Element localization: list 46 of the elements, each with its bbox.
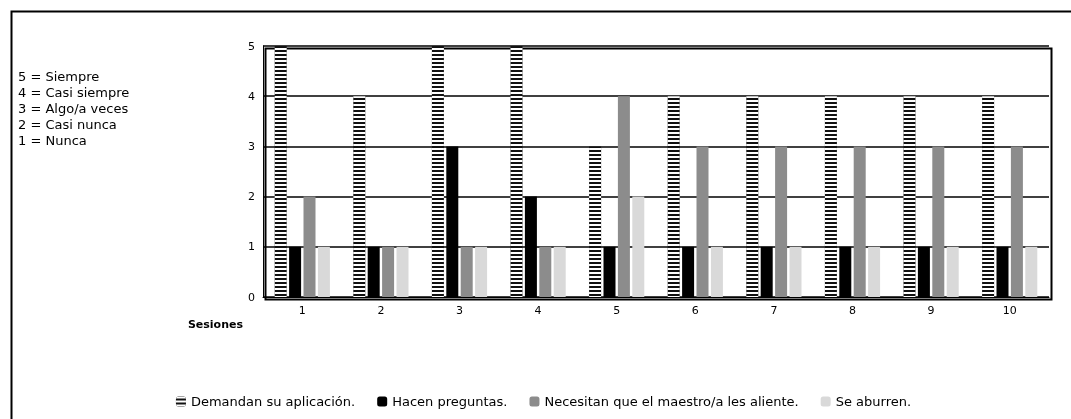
bar <box>853 146 866 297</box>
bar <box>775 146 788 297</box>
bar <box>632 196 645 297</box>
text: 2 = Casi nunca <box>18 117 117 132</box>
x-axis-title: Sesiones <box>187 318 244 331</box>
x-tick-label: 1 <box>298 304 306 317</box>
bar <box>553 246 566 297</box>
y-tick-label: 1 <box>248 240 255 254</box>
x-tick-label: 5 <box>613 304 621 317</box>
bar <box>946 246 959 297</box>
bar <box>396 246 409 297</box>
bar <box>932 146 945 297</box>
x-tick-label: 4 <box>534 304 542 317</box>
bar <box>317 246 330 297</box>
bar <box>539 246 552 297</box>
bar <box>303 196 316 297</box>
y-tick-label: 5 <box>248 39 255 53</box>
y-tick-label: 2 <box>248 190 255 204</box>
x-tick-label: 3 <box>456 304 463 317</box>
legend-label: Se aburren. <box>835 394 912 409</box>
y-tick-label: 0 <box>248 290 255 304</box>
bar <box>460 246 473 297</box>
bar <box>868 246 881 297</box>
bar <box>710 246 723 297</box>
text: 3 = Algo/a veces <box>18 101 129 116</box>
bar <box>382 246 395 297</box>
bar <box>475 246 488 297</box>
x-tick-label: 9 <box>927 304 935 317</box>
bar <box>1025 246 1038 297</box>
bar <box>696 146 709 297</box>
y-tick-label: 4 <box>248 89 255 103</box>
legend-label: Hacen preguntas. <box>392 394 508 409</box>
legend-label: Necesitan que el maestro/a les aliente. <box>544 394 799 409</box>
text: 5 = Siempre <box>18 69 100 84</box>
text: 4 = Casi siempre <box>18 85 130 100</box>
x-tick-label: 6 <box>691 304 699 317</box>
bar <box>1010 146 1023 297</box>
bar <box>617 96 630 297</box>
legend-label: Demandan su aplicación. <box>190 394 356 409</box>
x-tick-label: 10 <box>1002 304 1017 317</box>
bar <box>789 246 802 297</box>
y-tick-label: 3 <box>248 139 255 153</box>
text: 1 = Nunca <box>18 133 87 148</box>
x-tick-label: 8 <box>849 304 856 317</box>
x-tick-label: 2 <box>377 304 385 317</box>
x-tick-label: 7 <box>770 304 778 317</box>
